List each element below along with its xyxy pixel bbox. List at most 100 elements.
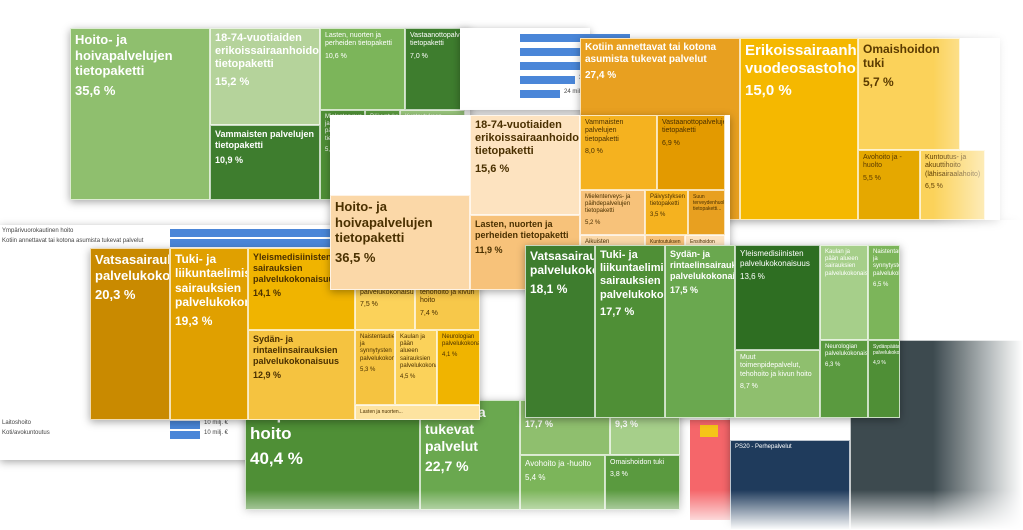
tile-label: Hoito- ja hoivapalvelujen tietopaketti bbox=[75, 32, 173, 79]
treemap-tile: Suun terveydenhuollon tietopaketti... bbox=[688, 190, 725, 235]
tile-value: 15,2 % bbox=[215, 75, 250, 88]
tile-label: Naistentautien ja synnytysten palvelukok… bbox=[360, 334, 395, 362]
treemap-tile: Neurologian palvelukokonaisuus 4,1 % bbox=[437, 330, 480, 405]
tile-label: Yleismedisiinisten palvelukokonaisuus bbox=[740, 249, 810, 268]
treemap-tile: Lasten ja nuorten... bbox=[355, 405, 480, 420]
tile-value: 8,0 % bbox=[585, 148, 603, 156]
tile-label: Vastaanottopalvelujen tietopaketti bbox=[410, 32, 464, 48]
treemap-tile: Mielenterveys- ja päihdepalvelujen tieto… bbox=[580, 190, 645, 235]
treemap-tile: Neurologian palvelukokonaisuus 6,3 % bbox=[820, 340, 868, 418]
tile-value: 6,3 % bbox=[825, 362, 841, 369]
treemap-tile: Naistentautien ja synnytysten palvelukok… bbox=[868, 245, 900, 340]
treemap-tile: Avohoito ja -huolto 5,5 % bbox=[858, 150, 920, 220]
tile-label: Kaulan ja pään alueen sairauksien palvel… bbox=[400, 334, 436, 369]
tile-value: 18,1 % bbox=[530, 281, 568, 296]
tile-label: Yleismedisiinisten sairauksien palveluko… bbox=[253, 252, 340, 284]
treemap-tile: Tuki- ja liikuntaelimistön sairauksien p… bbox=[595, 245, 665, 418]
bar bbox=[170, 229, 330, 237]
treemap-tile: Tuki- ja liikuntaelimistön sairauksien p… bbox=[170, 248, 248, 420]
bar-value: 24 milj. € bbox=[564, 89, 589, 95]
tile-label: Vammaisten palvelujen tietopaketti bbox=[215, 129, 315, 150]
tile-value: 6,9 % bbox=[662, 139, 680, 147]
bar bbox=[520, 76, 575, 84]
treemap-tile: Yleismedisiinisten palvelukokonaisuus 13,… bbox=[735, 245, 820, 350]
treemap-tile: Hoito- ja hoivapalvelujen tietopaketti 35… bbox=[70, 28, 210, 200]
tile-label: Omaishoidon tuki bbox=[863, 42, 940, 71]
tile-label: Sydän- ja rintaelinsairauksien palveluko… bbox=[670, 249, 735, 281]
treemap-tile: Vatsasairauksien palvelukokonaisuus 18,1 … bbox=[525, 245, 595, 418]
tile-label: Neurologian palvelukokonaisuus bbox=[442, 334, 480, 348]
tile-label: 18-74-vuotiaiden erikoissairaanhoidon ti… bbox=[475, 119, 580, 158]
tile-label: Suun terveydenhuollon tietopaketti... bbox=[693, 194, 724, 212]
treemap-tile: Omaishoidon tuki 3,8 % bbox=[605, 455, 680, 510]
tile-value: 6,5 % bbox=[873, 281, 889, 288]
treemap-tile: tehohoito ja kivun hoito 7,4 % bbox=[415, 285, 480, 330]
treemap-tile: palvelukokonaisuus 7,5 % bbox=[355, 285, 415, 330]
tile-value: 3,5 % bbox=[650, 212, 666, 219]
bar-label: Laitoshoito bbox=[2, 420, 32, 426]
tile-value: 10,9 % bbox=[215, 154, 244, 165]
bar-label: Ympärivuorokautinen hoito bbox=[2, 228, 74, 234]
tile-label: Kuntoutus- ja akuuttihoito (lähisairaala… bbox=[925, 154, 981, 178]
tile-label: Neurologian palvelukokonaisuus bbox=[825, 344, 868, 358]
treemap-panel: Vatsasairauksien palvelukokonaisuus 18,1 … bbox=[525, 245, 900, 418]
treemap-tile: Päivystyksen tietopaketti 3,5 % bbox=[645, 190, 688, 235]
tile-label: Tuki- ja liikuntaelimistön sairauksien p… bbox=[600, 249, 664, 301]
tile-label: Muut toimenpidepalvelut, tehohoito ja ki… bbox=[740, 354, 812, 378]
tile-value: 4,1 % bbox=[442, 352, 458, 359]
tile-value: 3,8 % bbox=[610, 471, 628, 479]
bar bbox=[520, 48, 615, 56]
tile-label: Mielenterveys- ja päihdepalvelujen tieto… bbox=[585, 194, 631, 215]
treemap-tile: Kaulan ja pään alueen sairauksien palvel… bbox=[395, 330, 437, 405]
tile-value: 15,0 % bbox=[745, 82, 792, 99]
tile-value: 14,1 % bbox=[253, 288, 282, 299]
bar-panel: HoopakettiHoopakettiHoopaketti40 milj. €… bbox=[460, 28, 630, 110]
treemap-tile: 18-74-vuotiaiden erikoissairaanhoidon ti… bbox=[210, 28, 320, 125]
tile-value: 5,2 % bbox=[585, 219, 601, 226]
treemap-tile: Sydän- ja rintaelinsairauksien palveluko… bbox=[248, 330, 355, 420]
treemap-tile: Muut toimenpidepalvelut, tehohoito ja ki… bbox=[735, 350, 820, 418]
bar bbox=[520, 34, 630, 42]
tile-value: 13,6 % bbox=[740, 272, 765, 282]
tile-label: palvelukokonaisuus bbox=[360, 289, 415, 296]
bar-value: 10 milj. € bbox=[204, 420, 229, 426]
tile-value: 27,4 % bbox=[585, 70, 617, 81]
tile-label: Vatsasairauksien palvelukokonaisuus bbox=[530, 249, 594, 278]
treemap-tile: Vastaanottopalvelujen tietopaketti 6,9 % bbox=[657, 115, 725, 190]
tile-value: 8,7 % bbox=[740, 383, 758, 391]
tile-value: 6,5 % bbox=[925, 183, 943, 191]
tile-label: Hoito- ja hoivapalvelujen tietopaketti bbox=[335, 199, 433, 246]
tile-label: 18-74-vuotiaiden erikoissairaanhoidon ti… bbox=[215, 32, 320, 71]
tile-label: Avohoito ja -huolto bbox=[525, 459, 592, 468]
tile-label: Sydänpäätautien palvelukokonaisuus bbox=[873, 344, 900, 356]
tile-label: Vammaisten palvelujen tietopaketti bbox=[585, 119, 624, 143]
tile-label: Kotiin annettavat tai kotona asumista tu… bbox=[585, 42, 717, 65]
treemap-tile: Lasten, nuorten ja perheiden tietopakett… bbox=[320, 28, 405, 110]
treemap-tile: Vastaanottopalvelujen tietopaketti 7,0 % bbox=[405, 28, 465, 110]
tile-label: Vastaanottopalvelujen tietopaketti bbox=[662, 119, 725, 135]
treemap-tile: Naistentautien ja synnytysten palvelukok… bbox=[355, 330, 395, 405]
tile-value: 4,9 % bbox=[873, 360, 886, 366]
tile-value: 22,7 % bbox=[425, 458, 469, 475]
tile-value: 17,5 % bbox=[670, 285, 699, 296]
tile-label: tehohoito ja kivun hoito bbox=[420, 289, 475, 305]
tile-value: 9,3 % bbox=[615, 418, 639, 429]
tile-label: Lasten, nuorten ja perheiden tietopakett… bbox=[325, 32, 392, 48]
tile-value: 12,9 % bbox=[253, 370, 282, 381]
bar-value: 10 milj. € bbox=[204, 430, 229, 436]
tile-value: 36,5 % bbox=[335, 249, 376, 265]
tile-label: Erikoissairaanhoidon vuodeosastohoito bbox=[745, 42, 857, 77]
tile-value: 19,3 % bbox=[175, 313, 213, 328]
treemap-tile: PS20 - Perhepalvelut bbox=[730, 440, 850, 530]
bar-label: Koti/avokuntoutus bbox=[2, 430, 50, 436]
treemap-tile: Kaulan ja pään alueen sairauksien palvel… bbox=[820, 245, 868, 340]
tile-value: 5,4 % bbox=[525, 472, 546, 482]
bar bbox=[170, 421, 200, 429]
treemap-tile: Kuntoutus- ja akuuttihoito (lähisairaala… bbox=[920, 150, 985, 220]
tile-label: Omaishoidon tuki bbox=[610, 459, 665, 466]
tile-value: 17,7 % bbox=[600, 305, 635, 318]
tile-label: Sydän- ja rintaelinsairauksien palveluko… bbox=[253, 334, 340, 366]
bar-label: Kotiin annettavat tai kotona asumista tu… bbox=[2, 238, 144, 244]
treemap-tile: Erikoissairaanhoidon vuodeosastohoito 15,… bbox=[740, 38, 858, 220]
